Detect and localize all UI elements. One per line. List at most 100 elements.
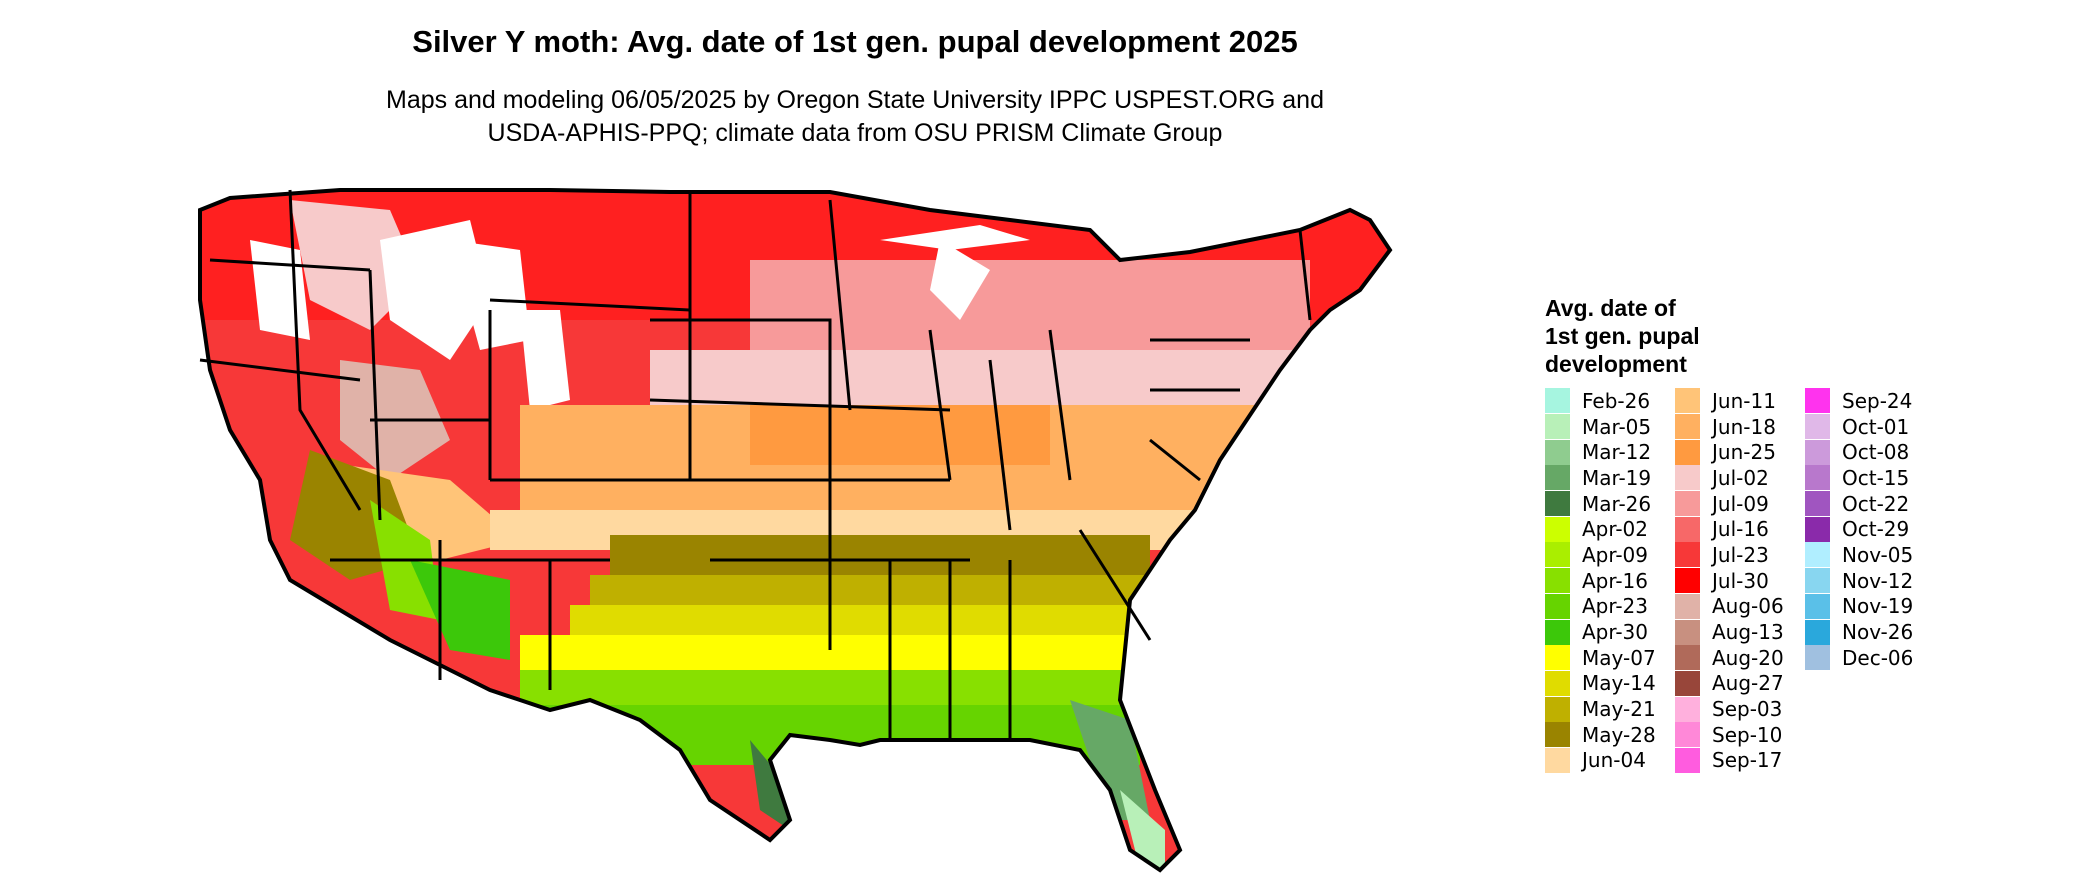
legend-item: Apr-30	[1545, 619, 1675, 645]
legend-swatch	[1545, 439, 1570, 465]
legend-item: May-28	[1545, 722, 1675, 748]
legend-label: Sep-24	[1842, 388, 1913, 413]
legend-label: Apr-09	[1582, 542, 1648, 567]
legend-label: Sep-17	[1712, 748, 1783, 773]
legend-label: Jul-30	[1712, 568, 1769, 593]
legend-item: Sep-10	[1675, 722, 1805, 748]
legend-title: Avg. date of 1st gen. pupal development	[1545, 294, 1785, 378]
legend-item: Feb-26	[1545, 388, 1675, 414]
legend-item: Oct-29	[1805, 516, 1935, 542]
legend-label: Nov-12	[1842, 568, 1914, 593]
legend-item: Oct-01	[1805, 414, 1935, 440]
legend-swatch	[1675, 491, 1700, 517]
legend-label: Oct-29	[1842, 517, 1910, 542]
legend-item: Apr-23	[1545, 593, 1675, 620]
legend-label: Oct-22	[1842, 491, 1910, 516]
legend-item: Apr-09	[1545, 542, 1675, 568]
legend-label: Apr-02	[1582, 517, 1648, 542]
legend-swatch	[1545, 465, 1570, 491]
map-title: Silver Y moth: Avg. date of 1st gen. pup…	[412, 24, 1298, 59]
legend-swatch	[1675, 414, 1700, 440]
legend-label: Apr-16	[1582, 568, 1648, 593]
legend-label: May-14	[1582, 671, 1656, 696]
legend-swatch	[1805, 516, 1830, 542]
legend-item: Oct-15	[1805, 465, 1935, 491]
legend-swatch	[1545, 414, 1570, 440]
legend-swatch	[1675, 619, 1700, 645]
us-map	[198, 188, 1393, 873]
legend-item: May-21	[1545, 696, 1675, 722]
legend-label: Nov-19	[1842, 594, 1914, 619]
legend-item: Aug-27	[1675, 670, 1805, 697]
legend-label: May-07	[1582, 645, 1656, 670]
legend-swatch	[1675, 696, 1700, 722]
legend-item: Jun-04	[1545, 747, 1675, 774]
state-boundaries	[199, 189, 1312, 740]
legend-label: Jun-25	[1712, 440, 1776, 465]
legend-item: Mar-12	[1545, 439, 1675, 465]
legend-label: Sep-10	[1712, 722, 1783, 747]
legend-column: Feb-26 Mar-05 Mar-12 Mar-19 Mar-26 Apr-02 Apr-…	[1545, 388, 1675, 773]
legend-swatch	[1675, 568, 1700, 594]
legend-title-line-3: development	[1545, 351, 1687, 377]
legend-swatch	[1545, 593, 1570, 619]
legend-swatch	[1545, 747, 1570, 773]
subtitle-line-1: Maps and modeling 06/05/2025 by Oregon S…	[386, 86, 1324, 114]
legend-item: Jul-02	[1675, 465, 1805, 491]
legend-swatch	[1805, 542, 1830, 568]
legend-swatch	[1675, 670, 1700, 696]
legend-label: Mar-19	[1582, 465, 1652, 490]
legend-item: Mar-19	[1545, 465, 1675, 491]
legend-label: Apr-23	[1582, 594, 1648, 619]
legend-swatch	[1675, 645, 1700, 671]
legend-label: Aug-20	[1712, 645, 1784, 670]
legend-title-line-1: Avg. date of	[1545, 295, 1676, 321]
legend-label: Jun-18	[1712, 414, 1776, 439]
legend-label: Jun-04	[1582, 748, 1646, 773]
legend-item: Oct-22	[1805, 491, 1935, 517]
legend-item: Sep-03	[1675, 696, 1805, 722]
legend-swatch	[1805, 645, 1830, 671]
legend-swatch	[1545, 722, 1570, 748]
legend-label: Mar-12	[1582, 440, 1652, 465]
legend-swatch	[1545, 670, 1570, 696]
legend-swatch	[1805, 593, 1830, 619]
legend-item: Jun-18	[1675, 414, 1805, 440]
legend-item: Jun-11	[1675, 388, 1805, 414]
legend-item: Sep-17	[1675, 747, 1805, 774]
legend-item: Aug-20	[1675, 645, 1805, 671]
legend-swatch	[1675, 388, 1700, 414]
legend-title-line-2: 1st gen. pupal	[1545, 323, 1700, 349]
legend-label: Aug-06	[1712, 594, 1784, 619]
legend-item: Apr-02	[1545, 516, 1675, 542]
legend: Feb-26 Mar-05 Mar-12 Mar-19 Mar-26 Apr-02 Apr-…	[1545, 388, 1935, 773]
legend-swatch	[1545, 645, 1570, 671]
legend-swatch	[1805, 439, 1830, 465]
legend-swatch	[1805, 568, 1830, 594]
legend-swatch	[1675, 516, 1700, 542]
legend-label: Nov-05	[1842, 542, 1914, 567]
legend-swatch	[1675, 465, 1700, 491]
legend-label: May-28	[1582, 722, 1656, 747]
legend-item: Jul-16	[1675, 516, 1805, 542]
legend-swatch	[1545, 388, 1570, 414]
legend-swatch	[1675, 593, 1700, 619]
map-fill	[200, 190, 1390, 870]
legend-item: Sep-24	[1805, 388, 1935, 414]
legend-item: Jun-25	[1675, 439, 1805, 465]
legend-swatch	[1805, 619, 1830, 645]
legend-item: Jul-23	[1675, 542, 1805, 568]
legend-swatch	[1675, 747, 1700, 773]
legend-swatch	[1805, 388, 1830, 414]
legend-label: May-21	[1582, 697, 1656, 722]
legend-swatch	[1545, 491, 1570, 517]
legend-label: Jul-09	[1712, 491, 1769, 516]
legend-label: Jul-23	[1712, 542, 1769, 567]
legend-label: Dec-06	[1842, 645, 1914, 670]
legend-item: Nov-12	[1805, 568, 1935, 594]
us-outline	[198, 188, 1393, 873]
legend-item: Mar-05	[1545, 414, 1675, 440]
legend-item: Nov-26	[1805, 619, 1935, 645]
legend-swatch	[1805, 465, 1830, 491]
legend-label: Aug-13	[1712, 620, 1784, 645]
